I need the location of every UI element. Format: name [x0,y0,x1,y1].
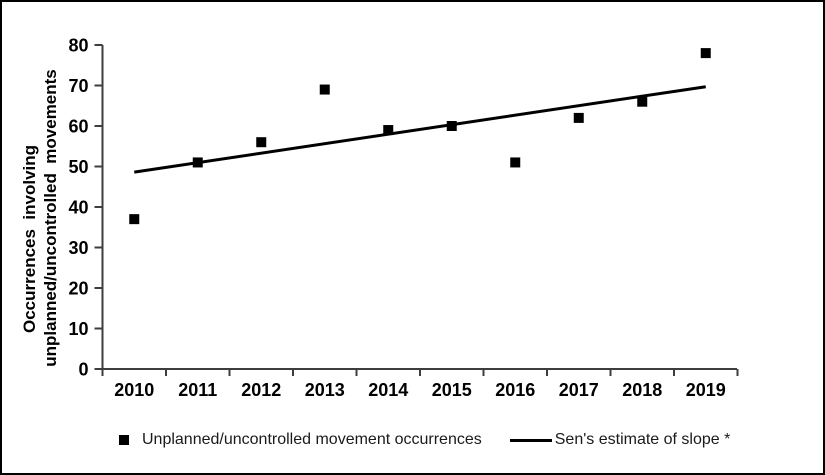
sen-slope-line [134,85,706,174]
x-tick-label-2011: 2011 [178,380,217,400]
legend-label-sen-slope: Sen's estimate of slope * [554,431,731,448]
x-tick-label-2019: 2019 [686,380,726,400]
x-tick-label-2013: 2013 [305,380,345,400]
y-axis-title-line1: Occurrences involving [20,145,39,333]
x-tick-label-2010: 2010 [114,380,154,400]
legend-item-sen-slope: Sen's estimate of slope * [509,431,731,449]
y-tick-label: 40 [68,198,88,218]
y-tick-label: 80 [68,36,88,56]
y-tick-label: 20 [68,279,88,299]
data-point-2019 [700,48,711,59]
legend-square-marker-icon [119,435,129,445]
x-tick-label-2014: 2014 [368,380,408,400]
y-axis-title-line2: unplanned/uncontrolled movements [41,69,60,367]
y-tick-label: 0 [78,360,88,380]
x-tick-label-2018: 2018 [622,380,662,400]
legend-label-occurrences: Unplanned/uncontrolled movement occurren… [142,431,482,448]
data-point-2011 [192,157,203,168]
legend-item-occurrences: Unplanned/uncontrolled movement occurren… [119,431,482,449]
data-point-2017 [573,112,584,123]
data-point-2010 [129,214,140,225]
data-point-2014 [383,125,394,136]
y-tick-label: 10 [68,319,88,339]
x-tick-label-2017: 2017 [559,380,599,400]
y-tick-label: 70 [68,76,88,96]
data-point-2018 [637,96,648,107]
data-point-2015 [446,121,457,131]
data-point-2016 [510,157,521,168]
legend: Unplanned/uncontrolled movement occurren… [119,431,730,449]
x-tick-label-2015: 2015 [432,380,472,400]
data-point-2012 [256,137,267,148]
y-tick-label: 50 [68,157,88,177]
legend-line-marker-icon [509,438,552,442]
y-tick-label: 60 [68,117,88,137]
x-tick-label-2012: 2012 [241,380,281,400]
x-tick-label-2016: 2016 [495,380,535,400]
plot-area: 0 10 20 30 40 50 60 70 80 2010 2011 2012 2013 2014 201… [20,36,739,400]
y-tick-label: 30 [68,238,88,258]
data-point-2013 [319,84,330,95]
